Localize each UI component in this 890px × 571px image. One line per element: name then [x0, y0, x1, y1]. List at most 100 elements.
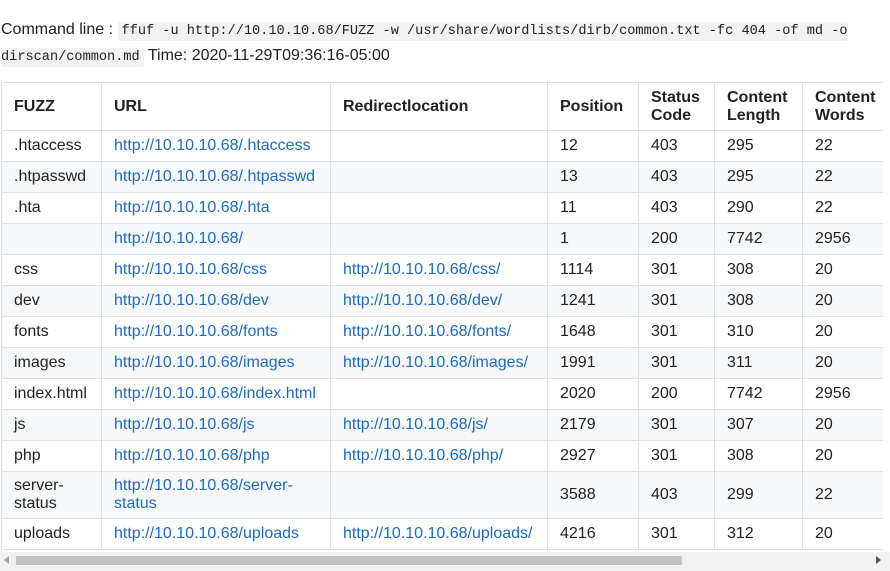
table-row: .htpasswd http://10.10.10.68/.htpasswd 13 4… — [1, 161, 883, 193]
header-status-code: Status Code — [638, 82, 715, 131]
cell-words: 20 — [802, 347, 883, 379]
cell-status: 200 — [638, 223, 715, 255]
table-row: dev http://10.10.10.68/dev http://10.10.10… — [1, 285, 883, 317]
table-row: php http://10.10.10.68/php http://10.10.10… — [1, 440, 883, 472]
cell-url: http://10.10.10.68/css — [101, 254, 331, 286]
url-link[interactable]: http://10.10.10.68/.hta — [114, 199, 270, 216]
cell-url: http://10.10.10.68/server-status — [101, 471, 331, 519]
table-row: index.html http://10.10.10.68/index.html 2… — [1, 378, 883, 410]
url-link[interactable]: http://10.10.10.68/.htpasswd — [114, 168, 316, 185]
header-position: Position — [547, 82, 639, 131]
cell-redirect — [330, 161, 548, 193]
scrollbar-thumb[interactable] — [16, 556, 682, 565]
cell-url: http://10.10.10.68/dev — [101, 285, 331, 317]
cell-redirect: http://10.10.10.68/php/ — [330, 440, 548, 472]
cell-fuzz: .htpasswd — [1, 161, 102, 193]
time-label: Time: — [147, 47, 188, 64]
cell-words: 20 — [802, 518, 883, 550]
redirect-link[interactable]: http://10.10.10.68/js/ — [343, 416, 488, 433]
cell-words: 22 — [802, 192, 883, 224]
cell-length: 312 — [714, 518, 803, 550]
cell-url: http://10.10.10.68/js — [101, 409, 331, 441]
cell-status: 301 — [638, 347, 715, 379]
cell-position: 2020 — [547, 378, 639, 410]
cell-redirect — [330, 130, 548, 162]
url-link[interactable]: http://10.10.10.68/index.html — [114, 385, 316, 402]
cell-redirect: http://10.10.10.68/images/ — [330, 347, 548, 379]
table-row: .hta http://10.10.10.68/.hta 11 403 290 22 — [1, 192, 883, 224]
cell-words: 22 — [802, 130, 883, 162]
cell-url: http://10.10.10.68/index.html — [101, 378, 331, 410]
redirect-link[interactable]: http://10.10.10.68/css/ — [343, 261, 501, 278]
scroll-right-arrow-icon[interactable] — [876, 556, 881, 564]
cell-position: 1 — [547, 223, 639, 255]
url-link[interactable]: http://10.10.10.68/js — [114, 416, 255, 433]
table-row: css http://10.10.10.68/css http://10.10.10… — [1, 254, 883, 286]
cell-words: 22 — [802, 471, 883, 519]
cell-status: 301 — [638, 409, 715, 441]
cell-length: 308 — [714, 440, 803, 472]
scroll-left-arrow-icon[interactable] — [4, 556, 9, 564]
cell-status: 301 — [638, 518, 715, 550]
url-link[interactable]: http://10.10.10.68/fonts — [114, 323, 278, 340]
url-link[interactable]: http://10.10.10.68/ — [114, 230, 243, 247]
cell-position: 2927 — [547, 440, 639, 472]
url-link[interactable]: http://10.10.10.68/dev — [114, 292, 269, 309]
cell-status: 301 — [638, 254, 715, 286]
cell-fuzz: dev — [1, 285, 102, 317]
cell-url: http://10.10.10.68/fonts — [101, 316, 331, 348]
cell-fuzz — [1, 223, 102, 255]
url-link[interactable]: http://10.10.10.68/server-status — [114, 477, 293, 512]
cell-words: 20 — [802, 440, 883, 472]
redirect-link[interactable]: http://10.10.10.68/fonts/ — [343, 323, 512, 340]
cell-length: 310 — [714, 316, 803, 348]
cell-fuzz: images — [1, 347, 102, 379]
cell-words: 20 — [802, 285, 883, 317]
redirect-link[interactable]: http://10.10.10.68/images/ — [343, 354, 529, 371]
cell-status: 403 — [638, 130, 715, 162]
cell-position: 1648 — [547, 316, 639, 348]
cell-status: 403 — [638, 471, 715, 519]
cell-length: 308 — [714, 254, 803, 286]
command-line-block: Command line : ffuf -u http://10.10.10.6… — [1, 18, 876, 70]
cell-fuzz: js — [1, 409, 102, 441]
cell-status: 301 — [638, 440, 715, 472]
cell-redirect — [330, 223, 548, 255]
horizontal-scrollbar[interactable] — [0, 552, 890, 571]
cell-status: 403 — [638, 192, 715, 224]
command-line-label: Command line : — [1, 21, 114, 38]
header-content-words: Content Words — [802, 82, 883, 131]
cell-fuzz: php — [1, 440, 102, 472]
cell-length: 295 — [714, 161, 803, 193]
header-url: URL — [101, 82, 331, 131]
cell-url: http://10.10.10.68/images — [101, 347, 331, 379]
redirect-link[interactable]: http://10.10.10.68/dev/ — [343, 292, 503, 309]
cell-position: 1241 — [547, 285, 639, 317]
cell-redirect: http://10.10.10.68/js/ — [330, 409, 548, 441]
cell-words: 2956 — [802, 223, 883, 255]
cell-url: http://10.10.10.68/php — [101, 440, 331, 472]
cell-fuzz: uploads — [1, 518, 102, 550]
table-row: http://10.10.10.68/1 200 7742 2956 — [1, 223, 883, 255]
cell-url: http://10.10.10.68/uploads — [101, 518, 331, 550]
redirect-link[interactable]: http://10.10.10.68/php/ — [343, 447, 504, 464]
cell-fuzz: server-status — [1, 471, 102, 519]
cell-status: 200 — [638, 378, 715, 410]
redirect-link[interactable]: http://10.10.10.68/uploads/ — [343, 525, 533, 542]
cell-redirect: http://10.10.10.68/css/ — [330, 254, 548, 286]
cell-position: 1114 — [547, 254, 639, 286]
url-link[interactable]: http://10.10.10.68/php — [114, 447, 270, 464]
time-value: 2020-11-29T09:36:16-05:00 — [191, 47, 390, 64]
cell-fuzz: css — [1, 254, 102, 286]
cell-length: 7742 — [714, 223, 803, 255]
url-link[interactable]: http://10.10.10.68/images — [114, 354, 295, 371]
cell-position: 3588 — [547, 471, 639, 519]
url-link[interactable]: http://10.10.10.68/.htaccess — [114, 137, 311, 154]
table-row: fonts http://10.10.10.68/fonts http://10.1… — [1, 316, 883, 348]
cell-length: 308 — [714, 285, 803, 317]
header-content-length: Content Length — [714, 82, 803, 131]
cell-status: 301 — [638, 316, 715, 348]
url-link[interactable]: http://10.10.10.68/css — [114, 261, 267, 278]
cell-status: 301 — [638, 285, 715, 317]
url-link[interactable]: http://10.10.10.68/uploads — [114, 525, 300, 542]
